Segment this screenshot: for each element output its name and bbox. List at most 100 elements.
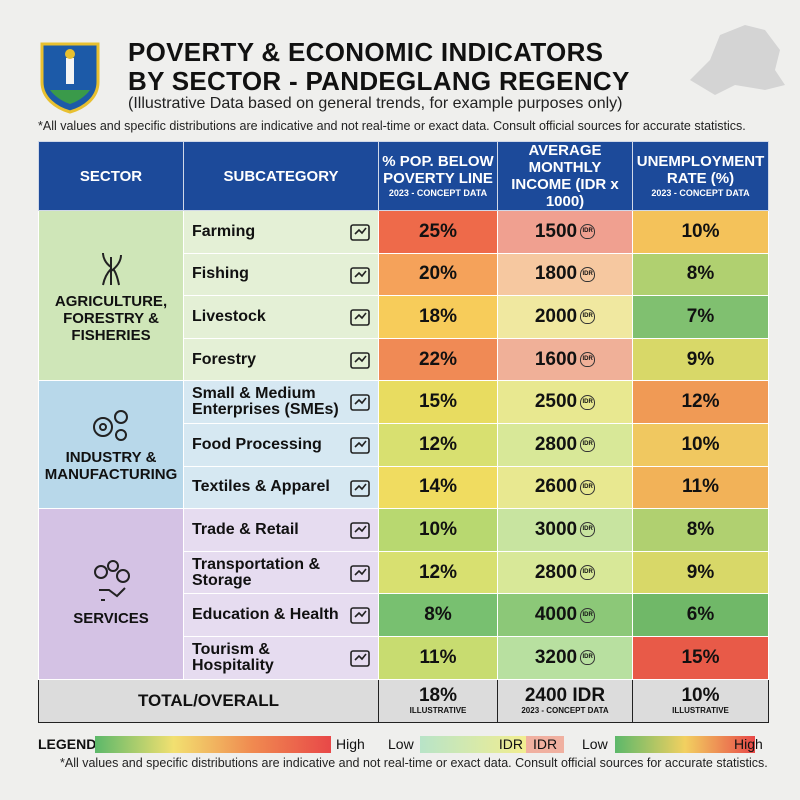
income-cell: 1800 IDR xyxy=(497,252,633,297)
unemployment-cell: 12% xyxy=(632,380,769,424)
total-income: 2400 IDR 2023 - CONCEPT DATA xyxy=(497,678,633,723)
subcategory-name: Farming xyxy=(192,222,256,240)
services-hand-icon xyxy=(39,560,183,604)
income-cell: 3200 IDR xyxy=(497,635,633,680)
subcategory-name: Textiles & Apparel xyxy=(192,478,330,496)
poverty-cell: 10% xyxy=(378,508,498,552)
poverty-cell: 18% xyxy=(378,295,498,339)
col-header-poverty: % POP. BELOW POVERTY LINE 2023 - CONCEPT … xyxy=(378,141,498,211)
col-header-income: AVERAGE MONTHLY INCOME (IDR x 1000) xyxy=(497,141,633,211)
poverty-cell: 20% xyxy=(378,252,498,297)
subcategory-cell: Farming xyxy=(183,210,379,254)
unemployment-cell: 9% xyxy=(632,550,769,595)
total-poverty: 18% ILLUSTRATIVE xyxy=(378,678,498,723)
legend-gradient-poverty xyxy=(95,736,331,753)
subcategory-name: Education & Health xyxy=(192,606,339,624)
sector-cell: INDUSTRY & MANUFACTURING xyxy=(38,380,184,510)
unemployment-cell: 7% xyxy=(632,295,769,339)
poverty-cell: 12% xyxy=(378,550,498,595)
table-row: Livestock 18% 2000 IDR 7% xyxy=(39,295,769,339)
col-header-unemployment: UNEMPLOYMENT RATE (%) 2023 - CONCEPT DATA xyxy=(632,141,769,211)
gears-icon xyxy=(39,407,183,443)
table-row: Food Processing 12% 2800 IDR 10% xyxy=(39,422,769,467)
unemployment-cell: 10% xyxy=(632,422,769,467)
subcategory-cell: Textiles & Apparel xyxy=(183,465,379,510)
col-header-sector: SECTOR xyxy=(38,141,184,211)
page-title: POVERTY & ECONOMIC INDICATORS BY SECTOR -… xyxy=(128,37,630,96)
subcategory-name: Fishing xyxy=(192,265,249,283)
money-bag-icon: IDR xyxy=(580,565,596,581)
hotel-icon xyxy=(350,650,370,667)
legend-low: Low xyxy=(388,736,414,752)
poverty-cell: 22% xyxy=(378,337,498,382)
poverty-cell: 8% xyxy=(378,593,498,637)
table-row: Transportation & Storage 12% 2800 IDR 9% xyxy=(39,550,769,595)
income-cell: 3000 IDR xyxy=(497,508,633,552)
unemployment-cell: 11% xyxy=(632,465,769,510)
income-cell: 4000 IDR xyxy=(497,593,633,637)
legend: LEGEND High Low IDR IDR Low High xyxy=(38,736,768,754)
income-cell: 1600 IDR xyxy=(497,337,633,382)
regency-emblem-logo xyxy=(40,42,100,114)
poverty-cell: 25% xyxy=(378,210,498,254)
subcategory-cell: Trade & Retail xyxy=(183,508,379,552)
table-row: SERVICES Trade & Retail 10% 3000 IDR 8% xyxy=(38,508,769,680)
fish-boat-icon xyxy=(350,266,370,284)
unemployment-cell: 15% xyxy=(632,635,769,680)
disclaimer-bottom: *All values and specific distributions a… xyxy=(60,756,768,770)
unemployment-cell: 8% xyxy=(632,508,769,552)
legend-low-unemp: Low xyxy=(582,736,608,752)
income-cell: 2500 IDR xyxy=(497,380,633,424)
food-jars-icon xyxy=(350,437,370,454)
income-cell: 2800 IDR xyxy=(497,422,633,467)
subtitle: (Illustrative Data based on general tren… xyxy=(128,95,623,112)
subcategory-name: Transportation & Storage xyxy=(192,555,321,589)
money-bag-icon: IDR xyxy=(580,650,596,666)
table-row: INDUSTRY & MANUFACTURING Small & Medium E… xyxy=(38,380,769,510)
regency-map-icon xyxy=(690,25,785,95)
table-row: Fishing 20% 1800 IDR 8% xyxy=(39,252,769,297)
legend-idr-low: IDR xyxy=(526,736,564,753)
subcategory-name: Tourism & Hospitality xyxy=(192,640,274,674)
income-cell: 2800 IDR xyxy=(497,550,633,595)
col-header-subcategory: SUBCATEGORY xyxy=(183,141,379,211)
table-row: Forestry 22% 1600 IDR 9% xyxy=(39,337,769,382)
legend-gradient-income: IDR xyxy=(420,736,526,753)
cow-icon xyxy=(350,309,370,326)
money-bag-icon: IDR xyxy=(580,394,596,410)
subcategory-name: Livestock xyxy=(192,307,266,325)
poverty-cell: 15% xyxy=(378,380,498,424)
income-cell: 1500 IDR xyxy=(497,210,633,254)
subcategory-cell: Small & Medium Enterprises (SMEs) xyxy=(183,380,379,424)
table-row: Textiles & Apparel 14% 2600 IDR 11% xyxy=(39,465,769,510)
sector-name: AGRICULTURE, FORESTRY & FISHERIES xyxy=(54,293,168,345)
table-row: Tourism & Hospitality 11% 3200 IDR 15% xyxy=(39,635,769,680)
unemployment-cell: 8% xyxy=(632,252,769,297)
trees-icon xyxy=(350,351,370,369)
legend-high-unemp: High xyxy=(734,736,763,752)
subcategory-cell: Education & Health xyxy=(183,593,379,637)
rice-plant-icon xyxy=(39,247,183,287)
sector-cell: AGRICULTURE, FORESTRY & FISHERIES xyxy=(38,209,184,382)
truck-icon xyxy=(350,564,370,582)
poverty-cell: 14% xyxy=(378,465,498,510)
money-bag-icon: IDR xyxy=(580,607,596,623)
money-bag-icon: IDR xyxy=(580,309,596,325)
subcategory-name: Small & Medium Enterprises (SMEs) xyxy=(192,385,339,419)
subcategory-name: Trade & Retail xyxy=(192,520,299,538)
sector-name: SERVICES xyxy=(73,610,149,628)
total-row: TOTAL/OVERALL 18% ILLUSTRATIVE 2400 IDR 20… xyxy=(38,678,769,723)
indicators-table: SECTOR SUBCATEGORY % POP. BELOW POVERTY … xyxy=(38,141,769,723)
subcategory-cell: Tourism & Hospitality xyxy=(183,635,379,680)
money-bag-icon: IDR xyxy=(580,479,596,495)
subcategory-cell: Forestry xyxy=(183,337,379,382)
total-unemployment: 10% ILLUSTRATIVE xyxy=(632,678,769,723)
subcategory-cell: Fishing xyxy=(183,252,379,297)
unemployment-cell: 6% xyxy=(632,593,769,637)
table-row: Education & Health 8% 4000 IDR 6% xyxy=(39,593,769,637)
income-cell: 2600 IDR xyxy=(497,465,633,510)
poverty-cell: 11% xyxy=(378,635,498,680)
poverty-cell: 12% xyxy=(378,422,498,467)
subcategory-name: Food Processing xyxy=(192,435,322,453)
sector-name: INDUSTRY & MANUFACTURING xyxy=(44,448,178,483)
